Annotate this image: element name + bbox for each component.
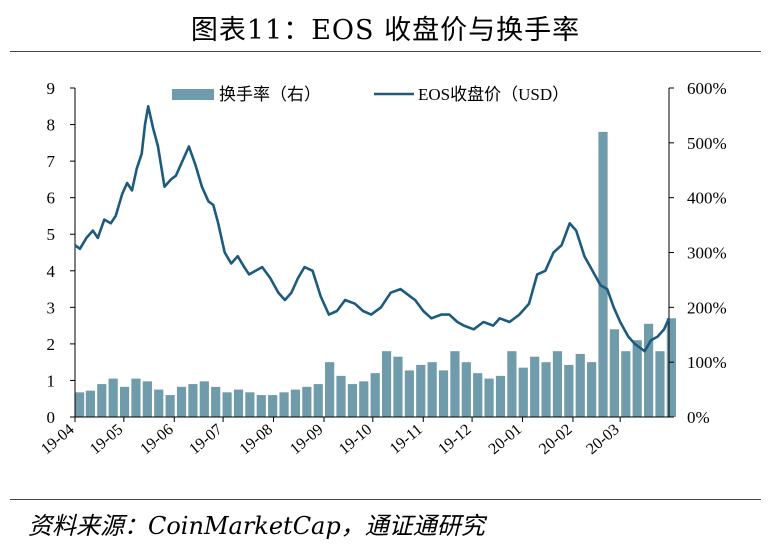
turnover-bar — [222, 392, 232, 417]
turnover-bar — [119, 386, 130, 417]
x-tick-label: 20-02 — [536, 421, 576, 458]
y-left-tick-label: 2 — [47, 335, 56, 354]
turnover-bar — [199, 381, 209, 417]
turnover-bar — [381, 351, 392, 417]
turnover-bar — [188, 384, 198, 417]
x-tick-label: 19-11 — [387, 421, 426, 458]
y-left-tick-label: 1 — [47, 371, 56, 390]
source-rule — [10, 499, 761, 500]
turnover-bar — [75, 392, 85, 417]
y-left-tick-label: 7 — [47, 152, 56, 171]
legend-swatch-turnover — [172, 89, 214, 100]
turnover-bar — [85, 390, 95, 417]
y-left-tick-label: 0 — [47, 408, 56, 427]
turnover-bar — [473, 373, 483, 417]
turnover-bar — [302, 386, 312, 417]
turnover-bar — [154, 389, 164, 417]
turnover-bar — [416, 364, 426, 417]
y-left-tick-label: 8 — [47, 116, 56, 135]
turnover-bar — [393, 356, 403, 417]
turnover-bar — [575, 353, 585, 417]
turnover-bar — [655, 351, 665, 417]
turnover-bar — [347, 384, 357, 417]
turnover-bars — [75, 131, 676, 417]
legend: 换手率（右） EOS收盘价（USD） — [172, 85, 569, 104]
turnover-bar — [404, 370, 414, 417]
turnover-bar — [233, 389, 244, 417]
turnover-bar — [598, 131, 608, 417]
turnover-bar — [313, 384, 323, 417]
x-tick-label: 19-05 — [87, 421, 127, 458]
y-right-tick-label: 100% — [687, 353, 727, 372]
turnover-bar — [97, 384, 107, 417]
turnover-bar — [245, 392, 255, 417]
y-right-tick-label: 300% — [687, 244, 727, 263]
x-tick-label: 20-01 — [486, 421, 526, 458]
turnover-bar — [211, 386, 221, 417]
turnover-bar — [336, 375, 346, 417]
source-note: 资料来源：CoinMarketCap，通证通研究 — [28, 512, 485, 540]
y-left-tick-label: 3 — [47, 298, 56, 317]
y-right-tick-label: 600% — [687, 79, 727, 98]
turnover-bar — [370, 373, 380, 417]
turnover-bar — [325, 362, 335, 417]
x-tick-label: 19-09 — [287, 421, 327, 458]
turnover-bar — [495, 375, 506, 417]
x-tick-label: 19-04 — [38, 421, 78, 458]
turnover-bar — [268, 395, 278, 417]
turnover-bar — [507, 351, 517, 417]
turnover-bar — [165, 395, 175, 417]
turnover-bar — [290, 389, 301, 417]
turnover-bar — [541, 362, 551, 417]
turnover-bar — [621, 351, 631, 417]
title-rule — [10, 51, 761, 52]
eos-price-line — [74, 105, 671, 353]
y-right-tick-label: 500% — [687, 134, 727, 153]
turnover-bar — [643, 323, 654, 417]
turnover-bar — [587, 362, 597, 417]
turnover-bar — [359, 381, 369, 417]
x-tick-label: 19-10 — [336, 421, 376, 458]
x-tick-label: 19-06 — [137, 421, 177, 458]
x-tick-label: 19-12 — [435, 421, 475, 458]
turnover-bar — [142, 381, 152, 417]
legend-label-price: EOS收盘价（USD） — [418, 85, 569, 104]
y-right-tick-label: 200% — [687, 298, 727, 317]
y-right-tick-label: 0% — [687, 408, 710, 427]
x-tick-label: 20-03 — [583, 421, 623, 458]
turnover-bar — [609, 329, 620, 417]
turnover-bar — [461, 362, 471, 417]
x-tick-label: 19-07 — [186, 421, 226, 458]
turnover-bar — [131, 378, 141, 417]
turnover-bar — [427, 362, 437, 417]
turnover-bar — [450, 351, 460, 417]
turnover-bar — [632, 340, 642, 417]
turnover-bar — [530, 356, 540, 417]
y-left-tick-label: 6 — [47, 189, 56, 208]
x-tick-label: 19-08 — [237, 421, 277, 458]
turnover-bar — [552, 351, 563, 417]
chart-title: 图表11：EOS 收盘价与换手率 — [190, 15, 581, 46]
turnover-bar — [484, 378, 494, 417]
turnover-bar — [108, 378, 118, 417]
turnover-bar — [564, 364, 574, 417]
turnover-bar — [438, 370, 449, 417]
y-left-tick-label: 4 — [47, 262, 56, 281]
y-left-tick-label: 9 — [47, 79, 56, 98]
y-left-tick-label: 5 — [47, 225, 56, 244]
turnover-bar — [666, 318, 676, 417]
legend-label-turnover: 换手率（右） — [219, 85, 321, 104]
turnover-bar — [176, 386, 187, 417]
turnover-bar — [518, 367, 528, 417]
y-right-tick-label: 400% — [687, 189, 727, 208]
turnover-bar — [279, 392, 289, 417]
turnover-bar — [256, 395, 266, 417]
